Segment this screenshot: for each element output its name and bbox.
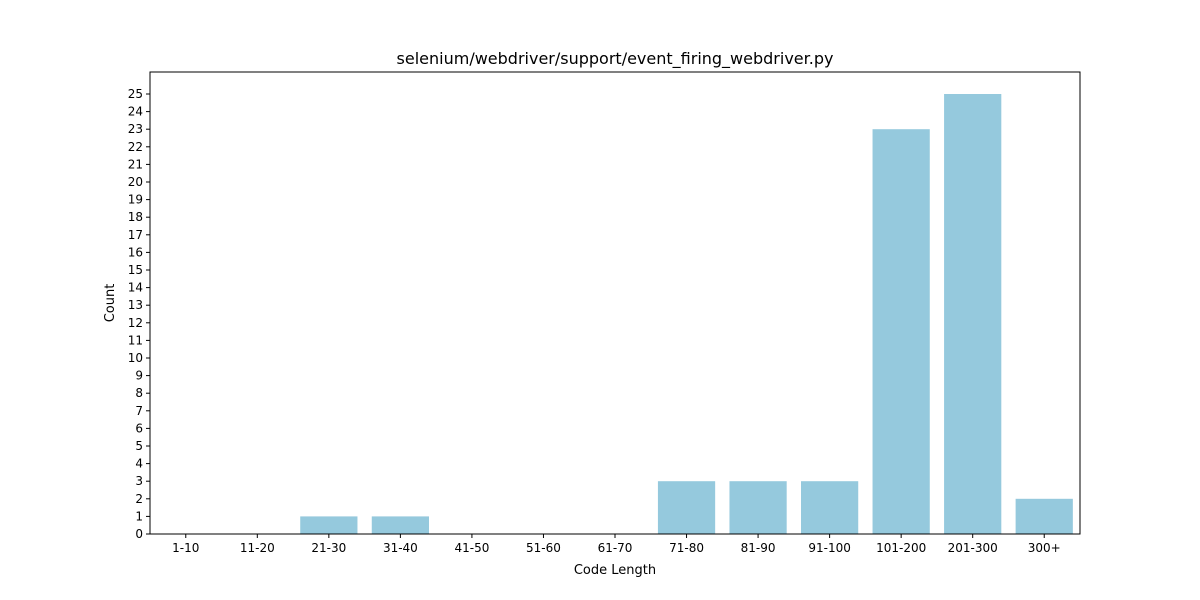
y-tick-label: 21 (128, 157, 143, 171)
x-tick-label: 21-30 (311, 541, 346, 555)
y-tick-label: 5 (135, 439, 143, 453)
y-tick-label: 9 (135, 369, 143, 383)
y-tick-label: 12 (128, 316, 143, 330)
y-tick-label: 17 (128, 228, 143, 242)
y-tick-label: 10 (128, 351, 143, 365)
bar-300+ (1015, 498, 1073, 534)
y-tick-label: 0 (135, 527, 143, 541)
x-tick-label: 41-50 (454, 541, 489, 555)
x-tick-label: 31-40 (383, 541, 418, 555)
bar-91-100 (801, 481, 859, 534)
y-tick-label: 22 (128, 140, 143, 154)
y-tick-label: 7 (135, 404, 143, 418)
x-tick-label: 91-100 (808, 541, 851, 555)
x-tick-label: 61-70 (598, 541, 633, 555)
x-axis-label: Code Length (574, 563, 656, 578)
bar-31-40 (371, 516, 429, 534)
y-tick-label: 8 (135, 386, 143, 400)
plot-frame (149, 71, 1081, 535)
bar-101-200 (872, 129, 930, 534)
chart-title: selenium/webdriver/support/event_firing_… (397, 49, 834, 69)
x-tick-label: 300+ (1028, 541, 1061, 555)
y-axis-label: Count (103, 284, 118, 323)
y-tick-label: 1 (135, 509, 143, 523)
bar-81-90 (729, 481, 787, 534)
x-tick-label: 1-10 (172, 541, 199, 555)
x-tick-label: 81-90 (741, 541, 776, 555)
y-tick-label: 16 (128, 245, 143, 259)
x-tick-label: 11-20 (240, 541, 275, 555)
y-tick-label: 6 (135, 421, 143, 435)
y-tick-label: 14 (128, 281, 143, 295)
y-tick-label: 24 (128, 105, 143, 119)
x-tick-label: 201-300 (948, 541, 998, 555)
y-tick-label: 3 (135, 474, 143, 488)
y-tick-label: 19 (128, 193, 143, 207)
y-tick-label: 4 (135, 457, 143, 471)
bar-71-80 (657, 481, 716, 534)
y-tick-label: 18 (128, 210, 143, 224)
y-tick-label: 11 (128, 333, 143, 347)
y-tick-label: 2 (135, 492, 143, 506)
bar-201-300 (944, 94, 1002, 534)
y-tick-label: 13 (128, 298, 143, 312)
x-tick-label: 101-200 (876, 541, 926, 555)
x-axis-ticks: 1-10 11-20 21-30 31-40 41-50 51-60 61-70 71-80 8… (172, 534, 1061, 555)
y-axis-ticks: 0123456789101112131415161718192021222324… (128, 87, 150, 541)
x-tick-label: 71-80 (669, 541, 704, 555)
y-tick-label: 23 (128, 122, 143, 136)
bar-21-30 (300, 516, 358, 534)
bars-group (300, 94, 1073, 534)
y-tick-label: 15 (128, 263, 143, 277)
y-tick-label: 25 (128, 87, 143, 101)
y-tick-label: 20 (128, 175, 143, 189)
x-tick-label: 51-60 (526, 541, 561, 555)
